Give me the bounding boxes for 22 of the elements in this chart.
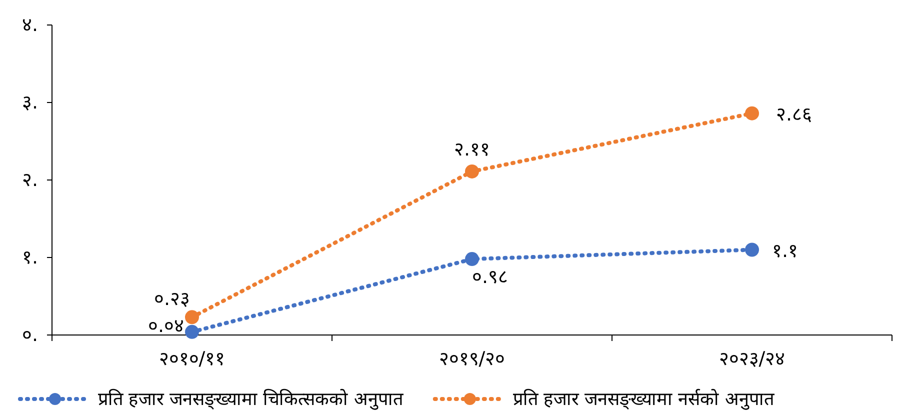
data-label: २.८६ bbox=[776, 103, 812, 126]
legend-label: प्रति हजार जनसङ्ख्यामा चिकित्सकको अनुपात bbox=[98, 388, 404, 410]
data-label: ०.९८ bbox=[472, 266, 508, 288]
x-tick-label: २०१९/२० bbox=[438, 348, 506, 370]
point bbox=[745, 242, 759, 257]
legend-label: प्रति हजार जनसङ्ख्यामा नर्सको अनुपात bbox=[512, 388, 775, 410]
point bbox=[745, 106, 759, 120]
data-label: १.१ bbox=[772, 240, 798, 262]
data-label: ०.०४ bbox=[148, 314, 184, 337]
y-tick-label: १. bbox=[22, 246, 38, 268]
x-tick-label: २०२३/२४ bbox=[718, 348, 786, 370]
y-tick-label: २. bbox=[22, 169, 38, 191]
point bbox=[465, 252, 479, 266]
x-tick-label: २०१०/११ bbox=[158, 348, 226, 370]
y-tick-label: ०. bbox=[22, 324, 38, 346]
point bbox=[185, 324, 199, 339]
data-label: २.११ bbox=[454, 138, 490, 160]
y-tick-label: ३. bbox=[22, 92, 38, 114]
y-tick-label: ४. bbox=[22, 14, 38, 36]
point bbox=[185, 310, 199, 324]
data-label: ०.२३ bbox=[154, 288, 190, 310]
point bbox=[465, 164, 479, 178]
